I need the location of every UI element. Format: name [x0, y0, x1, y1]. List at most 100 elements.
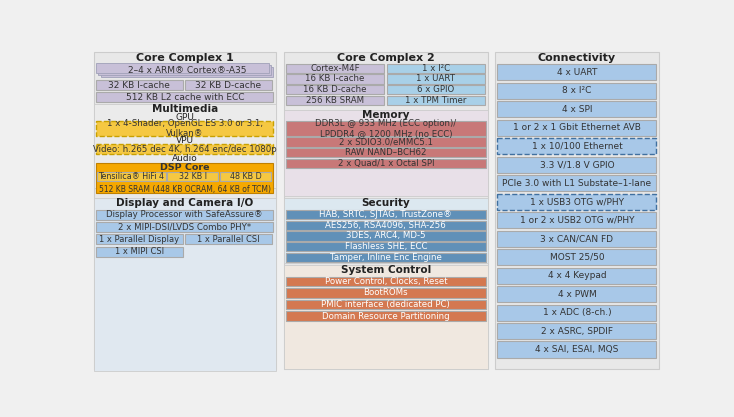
Text: 4 x PWM: 4 x PWM: [558, 290, 596, 299]
FancyBboxPatch shape: [96, 80, 183, 90]
Text: 6 x GPIO: 6 x GPIO: [417, 85, 454, 94]
Text: Audio: Audio: [172, 154, 197, 163]
FancyBboxPatch shape: [286, 96, 385, 105]
Text: 4 x UART: 4 x UART: [556, 68, 597, 77]
FancyBboxPatch shape: [498, 212, 656, 228]
FancyBboxPatch shape: [96, 234, 183, 244]
Text: 4 x 4 Keypad: 4 x 4 Keypad: [548, 271, 606, 280]
Text: Flashless SHE, ECC: Flashless SHE, ECC: [344, 242, 427, 251]
Text: Memory: Memory: [362, 110, 410, 120]
Text: 3 x CAN/CAN FD: 3 x CAN/CAN FD: [540, 234, 614, 243]
Text: 1 x MIPI CSI: 1 x MIPI CSI: [115, 247, 164, 256]
FancyBboxPatch shape: [185, 234, 272, 244]
FancyBboxPatch shape: [498, 138, 656, 154]
Text: 1 x I²C: 1 x I²C: [422, 64, 450, 73]
Text: 1 x Parallel Display: 1 x Parallel Display: [99, 235, 180, 244]
Text: 512 KB L2 cache with ECC: 512 KB L2 cache with ECC: [126, 93, 244, 101]
FancyBboxPatch shape: [96, 163, 274, 193]
Text: Connectivity: Connectivity: [538, 53, 616, 63]
Text: 1 x Parallel CSI: 1 x Parallel CSI: [197, 235, 260, 244]
FancyBboxPatch shape: [286, 74, 385, 83]
Text: 32 KB I-cache: 32 KB I-cache: [109, 81, 170, 90]
Text: 3.3 V/1.8 V GPIO: 3.3 V/1.8 V GPIO: [539, 160, 614, 169]
Text: 16 KB I-cache: 16 KB I-cache: [305, 74, 365, 83]
FancyBboxPatch shape: [498, 64, 656, 80]
FancyBboxPatch shape: [96, 247, 183, 257]
FancyBboxPatch shape: [286, 288, 486, 298]
FancyBboxPatch shape: [498, 342, 656, 358]
FancyBboxPatch shape: [101, 68, 274, 78]
Text: 48 KB D: 48 KB D: [230, 172, 261, 181]
Text: 2 x SDIO3.0/eMMC5.1: 2 x SDIO3.0/eMMC5.1: [339, 138, 433, 146]
FancyBboxPatch shape: [185, 80, 272, 90]
Text: 1 x UART: 1 x UART: [416, 74, 455, 83]
Text: Cortex-M4F: Cortex-M4F: [310, 64, 360, 73]
FancyBboxPatch shape: [286, 159, 486, 168]
Text: 4 x SPI: 4 x SPI: [562, 105, 592, 114]
FancyBboxPatch shape: [283, 110, 488, 196]
Text: Display Processor with SafeAssure®: Display Processor with SafeAssure®: [106, 210, 263, 219]
Text: 1 x TPM Timer: 1 x TPM Timer: [405, 96, 467, 105]
FancyBboxPatch shape: [498, 83, 656, 99]
Text: 1 x 4-Shader, OpenGL ES 3.0 or 3.1,
Vulkan®: 1 x 4-Shader, OpenGL ES 3.0 or 3.1, Vulk…: [106, 119, 263, 138]
FancyBboxPatch shape: [96, 222, 274, 232]
FancyBboxPatch shape: [498, 101, 656, 118]
Text: BootROMs: BootROMs: [363, 289, 408, 297]
FancyBboxPatch shape: [387, 74, 485, 83]
FancyBboxPatch shape: [387, 96, 485, 105]
FancyBboxPatch shape: [286, 63, 385, 73]
FancyBboxPatch shape: [286, 121, 486, 136]
Text: Domain Resource Partitioning: Domain Resource Partitioning: [322, 311, 450, 321]
Text: AES256, RSA4096, SHA-256: AES256, RSA4096, SHA-256: [325, 221, 446, 230]
FancyBboxPatch shape: [387, 63, 485, 73]
FancyBboxPatch shape: [167, 172, 219, 181]
FancyBboxPatch shape: [286, 221, 486, 230]
FancyBboxPatch shape: [97, 172, 166, 181]
Text: 8 x I²C: 8 x I²C: [562, 86, 592, 95]
FancyBboxPatch shape: [286, 138, 486, 147]
Text: 1 or 2 x USB2 OTG w/PHY: 1 or 2 x USB2 OTG w/PHY: [520, 216, 634, 225]
FancyBboxPatch shape: [498, 231, 656, 247]
Text: 4 x SAI, ESAI, MQS: 4 x SAI, ESAI, MQS: [535, 345, 619, 354]
Text: System Control: System Control: [341, 265, 431, 275]
FancyBboxPatch shape: [96, 210, 274, 220]
Text: 2 x Quad/1 x Octal SPI: 2 x Quad/1 x Octal SPI: [338, 159, 434, 168]
FancyBboxPatch shape: [286, 277, 486, 286]
Text: 32 KB I: 32 KB I: [179, 172, 207, 181]
FancyBboxPatch shape: [220, 172, 271, 181]
Text: RAW NAND–BCH62: RAW NAND–BCH62: [345, 148, 426, 157]
FancyBboxPatch shape: [498, 120, 656, 136]
Text: Core Complex 2: Core Complex 2: [337, 53, 435, 63]
Text: 2 x ASRC, SPDIF: 2 x ASRC, SPDIF: [541, 327, 613, 336]
FancyBboxPatch shape: [286, 311, 486, 321]
FancyBboxPatch shape: [96, 121, 274, 136]
FancyBboxPatch shape: [498, 249, 656, 265]
Text: Display and Camera I/O: Display and Camera I/O: [116, 198, 253, 208]
Text: 512 KB SRAM (448 KB OCRAM, 64 KB of TCM): 512 KB SRAM (448 KB OCRAM, 64 KB of TCM): [99, 185, 271, 194]
FancyBboxPatch shape: [96, 92, 274, 102]
Text: DSP Core: DSP Core: [160, 163, 209, 171]
Text: MOST 25/50: MOST 25/50: [550, 253, 604, 262]
Text: PCIe 3.0 with L1 Substate–1-lane: PCIe 3.0 with L1 Substate–1-lane: [502, 179, 652, 188]
Text: VPU: VPU: [175, 136, 194, 145]
FancyBboxPatch shape: [94, 104, 276, 188]
Text: DDR3L @ 933 MHz (ECC option)/
LPDDR4 @ 1200 MHz (no ECC): DDR3L @ 933 MHz (ECC option)/ LPDDR4 @ 1…: [316, 119, 457, 138]
FancyBboxPatch shape: [286, 210, 486, 219]
Text: Multimedia: Multimedia: [152, 104, 218, 114]
Text: Tamper, Inline Enc Engine: Tamper, Inline Enc Engine: [330, 253, 442, 262]
Text: Video: h.265 dec 4K, h.264 enc/dec 1080p: Video: h.265 dec 4K, h.264 enc/dec 1080p: [93, 145, 277, 154]
FancyBboxPatch shape: [283, 265, 488, 369]
FancyBboxPatch shape: [283, 198, 488, 263]
FancyBboxPatch shape: [498, 286, 656, 302]
FancyBboxPatch shape: [283, 52, 488, 369]
Text: 1 x USB3 OTG w/PHY: 1 x USB3 OTG w/PHY: [530, 197, 624, 206]
FancyBboxPatch shape: [286, 85, 385, 94]
Text: GPU: GPU: [175, 113, 195, 121]
FancyBboxPatch shape: [498, 304, 656, 321]
FancyBboxPatch shape: [498, 157, 656, 173]
Text: 32 KB D-cache: 32 KB D-cache: [195, 81, 261, 90]
Text: 16 KB D-cache: 16 KB D-cache: [303, 85, 367, 94]
Text: 1 or 2 x 1 Gbit Ethernet AVB: 1 or 2 x 1 Gbit Ethernet AVB: [513, 123, 641, 132]
FancyBboxPatch shape: [286, 253, 486, 262]
FancyBboxPatch shape: [387, 85, 485, 94]
